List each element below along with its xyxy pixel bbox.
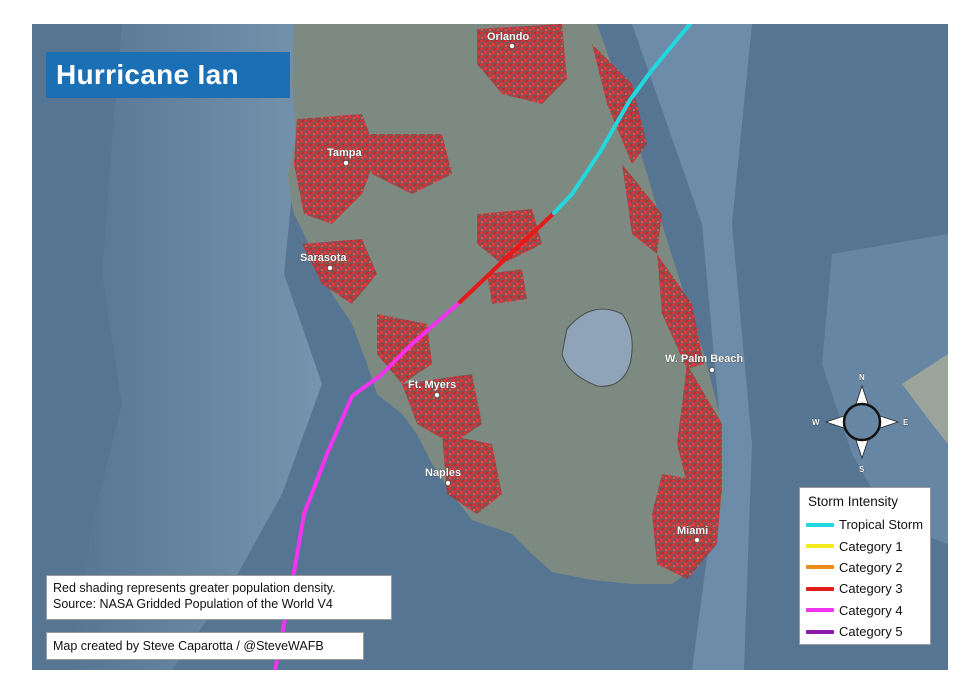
population-density xyxy=(294,24,722,579)
legend-item-category-1: Category 1 xyxy=(806,535,924,556)
legend-item-category-3: Category 3 xyxy=(806,578,924,599)
credit-box: Map created by Steve Caparotta / @SteveW… xyxy=(46,632,364,660)
data-source-note: Red shading represents greater populatio… xyxy=(46,575,392,620)
bahamas-island xyxy=(902,354,948,444)
compass-n-label: N xyxy=(859,373,865,382)
legend-item-category-2: Category 2 xyxy=(806,557,924,578)
legend-item-category-5: Category 5 xyxy=(806,621,924,642)
lake-okeechobee xyxy=(561,308,633,387)
svg-text:W. Palm Beach: W. Palm Beach xyxy=(665,353,744,365)
city-w-palm-beach: W. Palm Beach xyxy=(665,353,744,373)
legend-swatch xyxy=(806,586,834,591)
map-canvas: Orlando Tampa Sarasota Ft. Myers Naples … xyxy=(32,24,948,670)
compass-w-label: W xyxy=(812,418,820,427)
compass-ring xyxy=(842,402,882,442)
city-sarasota: Sarasota xyxy=(300,252,348,271)
legend-label: Tropical Storm xyxy=(839,517,924,533)
city-orlando: Orlando xyxy=(487,31,530,49)
legend-label: Category 2 xyxy=(839,559,903,575)
legend-swatch xyxy=(806,544,834,549)
credit-text: Map created by Steve Caparotta / @SteveW… xyxy=(53,639,324,653)
legend-label: Category 5 xyxy=(839,624,903,640)
legend-label: Category 4 xyxy=(839,602,903,618)
city-miami: Miami xyxy=(677,525,708,543)
source-note: Source: NASA Gridded Population of the W… xyxy=(53,597,333,611)
hurricane-track xyxy=(273,24,692,670)
legend-title: Storm Intensity xyxy=(808,494,899,509)
legend-swatch xyxy=(806,522,834,527)
city-naples: Naples xyxy=(425,467,461,486)
city-ft-myers: Ft. Myers xyxy=(408,379,457,398)
legend-swatch xyxy=(806,608,834,613)
city-tampa: Tampa xyxy=(327,147,363,166)
svg-text:Tampa: Tampa xyxy=(327,147,363,159)
gulf-shelf xyxy=(72,24,322,670)
legend-label: Category 1 xyxy=(839,538,903,554)
legend-swatch xyxy=(806,629,834,634)
atlantic-shelf xyxy=(632,24,752,670)
compass-s-label: S xyxy=(859,465,865,474)
svg-text:Miami: Miami xyxy=(677,525,708,537)
track-category-3 xyxy=(458,211,556,304)
svg-text:Orlando: Orlando xyxy=(487,31,529,43)
storm-intensity-legend: Storm Intensity Tropical Storm Category 1… xyxy=(799,487,931,645)
legend-item-tropical-storm: Tropical Storm xyxy=(806,514,924,535)
map-title: Hurricane Ian xyxy=(46,52,290,98)
legend-label: Category 3 xyxy=(839,581,903,597)
map-area[interactable]: Orlando Tampa Sarasota Ft. Myers Naples … xyxy=(32,24,948,670)
population-note: Red shading represents greater populatio… xyxy=(53,581,336,595)
bahamas-bank xyxy=(822,234,948,544)
svg-text:Ft. Myers: Ft. Myers xyxy=(408,379,456,391)
svg-text:Naples: Naples xyxy=(425,467,461,479)
svg-text:Sarasota: Sarasota xyxy=(300,252,347,264)
compass-rose: N S E W xyxy=(812,373,910,475)
legend-swatch xyxy=(806,565,834,570)
legend-item-category-4: Category 4 xyxy=(806,600,924,621)
track-tropical-storm xyxy=(552,24,692,215)
compass-e-label: E xyxy=(903,418,909,427)
track-category-4 xyxy=(273,300,462,670)
